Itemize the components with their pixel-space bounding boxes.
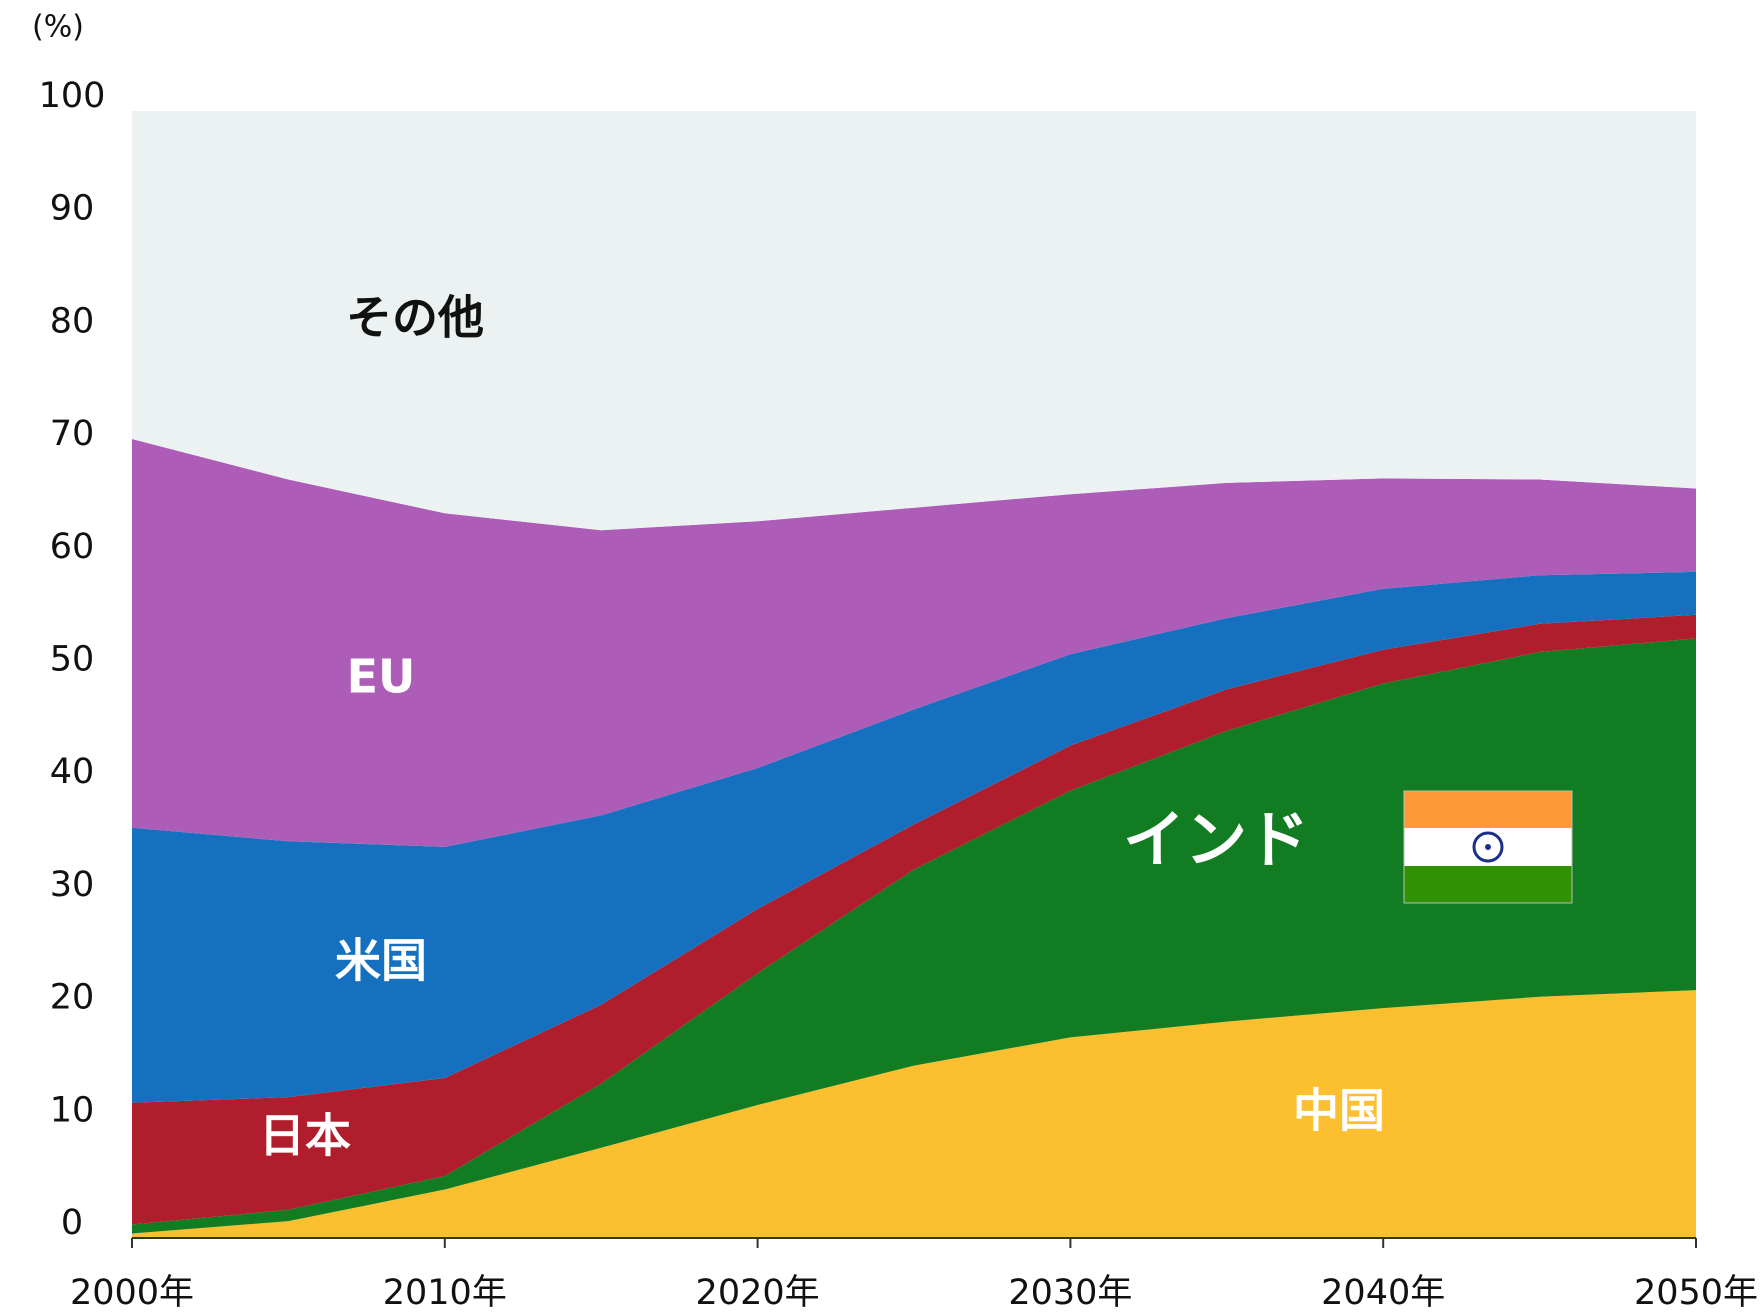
x-tick-label: 2000年: [70, 1273, 194, 1313]
flag-saffron: [1404, 791, 1572, 828]
areas: [132, 111, 1696, 1238]
y-tick-label: 70: [50, 414, 95, 454]
area: [132, 638, 1696, 1234]
y-tick-label: 100: [39, 76, 106, 116]
flag-chakra: [1472, 831, 1504, 863]
x-tick-label: 2030年: [1008, 1273, 1132, 1313]
y-unit: (%): [32, 10, 84, 45]
x-tick-label: 2010年: [383, 1273, 507, 1313]
area: [132, 111, 1696, 531]
y-tick-label: 90: [50, 189, 95, 229]
series-label: EU: [347, 650, 416, 704]
x-tick-label: 2050年: [1634, 1273, 1758, 1313]
y-tick-label: 30: [50, 865, 95, 905]
area: [132, 614, 1696, 1225]
series-label: 米国: [335, 934, 427, 988]
x-tick-label: 2040年: [1321, 1273, 1445, 1313]
india-flag: [1403, 790, 1573, 904]
flag-chakra-hub: [1485, 844, 1491, 850]
y-tick-label: 60: [50, 527, 95, 567]
x-tick-label: 2020年: [696, 1273, 820, 1313]
y-tick-label: 80: [50, 301, 95, 341]
area: [132, 439, 1696, 847]
series-label: 中国: [1293, 1084, 1385, 1138]
series-label: その他: [346, 291, 484, 345]
flag-border: [1403, 790, 1573, 904]
series-label: 日本: [259, 1109, 351, 1163]
y-tick-label: 0: [61, 1203, 83, 1243]
area: [132, 571, 1696, 1103]
flag-green: [1404, 866, 1572, 903]
area: [132, 990, 1696, 1238]
y-tick-label: 50: [50, 640, 95, 680]
series-label: インド: [1123, 803, 1309, 876]
y-tick-label: 40: [50, 752, 95, 792]
y-tick-label: 10: [50, 1090, 95, 1130]
y-tick-label: 20: [50, 978, 95, 1018]
